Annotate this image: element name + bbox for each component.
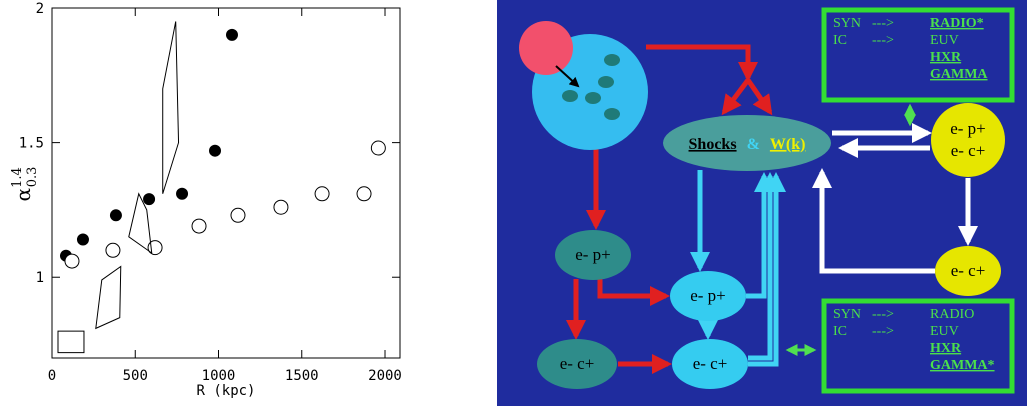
figure: R (kpc) α1.40.3 0 500 1000 1500 2000 1 1.5 2 xyxy=(0,0,1027,406)
y-tick-label: 1.5 xyxy=(19,136,44,152)
source-spot xyxy=(519,21,573,75)
region xyxy=(58,331,84,353)
diagram: Shocks&W(k) e- p+ e- c+ e- p+ e- c+ e- p… xyxy=(497,0,1027,406)
open-point xyxy=(315,187,329,201)
open-point xyxy=(106,243,120,257)
y-label-symbol: α xyxy=(11,188,35,202)
filled-point xyxy=(210,145,221,156)
filled-point xyxy=(177,188,188,199)
box-text: HXR xyxy=(930,341,962,356)
shocks-text: Shocks xyxy=(689,136,737,153)
filled-point xyxy=(226,29,237,40)
open-point xyxy=(231,208,245,222)
x-tick-label: 1000 xyxy=(202,368,236,384)
svg-text:α1.40.3: α1.40.3 xyxy=(10,167,40,202)
node-label: e- p+ xyxy=(690,286,726,305)
open-point xyxy=(65,254,79,268)
box-text: RADIO* xyxy=(930,16,984,31)
box-text: SYN xyxy=(833,307,861,322)
shocks-label: Shocks&W(k) xyxy=(689,136,806,153)
node-label: e- p+ xyxy=(950,119,986,138)
box-text: IC xyxy=(833,33,847,48)
box-text: ---> xyxy=(872,324,894,339)
box-text: ---> xyxy=(872,33,894,48)
box-text: HXR xyxy=(930,50,962,65)
x-axis-label: R (kpc) xyxy=(196,383,255,399)
shocks-amp: & xyxy=(747,136,760,153)
filled-point xyxy=(144,194,155,205)
node-label: e- c+ xyxy=(951,141,986,160)
filled-point xyxy=(110,210,121,221)
box-text: EUV xyxy=(930,324,959,339)
box-text: GAMMA xyxy=(930,67,988,82)
node-label: e- c+ xyxy=(693,354,728,373)
node-label: e- c+ xyxy=(560,354,595,373)
box-text: ---> xyxy=(872,16,894,31)
x-tick-label: 2000 xyxy=(368,368,402,384)
y-tick-label: 2 xyxy=(36,1,44,17)
open-point xyxy=(274,200,288,214)
scatter-chart: R (kpc) α1.40.3 0 500 1000 1500 2000 1 1.5 2 xyxy=(10,1,402,399)
region xyxy=(163,21,179,193)
x-tick-label: 500 xyxy=(123,368,148,384)
open-point xyxy=(192,219,206,233)
box-text: GAMMA* xyxy=(930,358,995,373)
region xyxy=(96,266,121,328)
y-axis-label: α1.40.3 xyxy=(10,167,40,202)
box-text: IC xyxy=(833,324,847,339)
box-text: EUV xyxy=(930,33,959,48)
box-text: ---> xyxy=(872,307,894,322)
wk-text: W(k) xyxy=(770,136,806,153)
y-label-sup: 1.4 xyxy=(10,167,25,188)
node-label: e- c+ xyxy=(951,261,986,280)
x-tick-label: 0 xyxy=(48,368,56,384)
y-label-sub: 0.3 xyxy=(25,167,40,188)
box-text: RADIO xyxy=(930,307,974,322)
open-point xyxy=(371,141,385,155)
box-text: SYN xyxy=(833,16,861,31)
open-point xyxy=(357,187,371,201)
plot-frame xyxy=(52,8,400,358)
y-tick-label: 1 xyxy=(36,270,44,286)
x-tick-label: 1500 xyxy=(285,368,319,384)
filled-point xyxy=(77,234,88,245)
node-label: e- p+ xyxy=(575,245,611,264)
page: {"chart_data": {"type": "scatter", "x_la… xyxy=(0,0,1027,406)
